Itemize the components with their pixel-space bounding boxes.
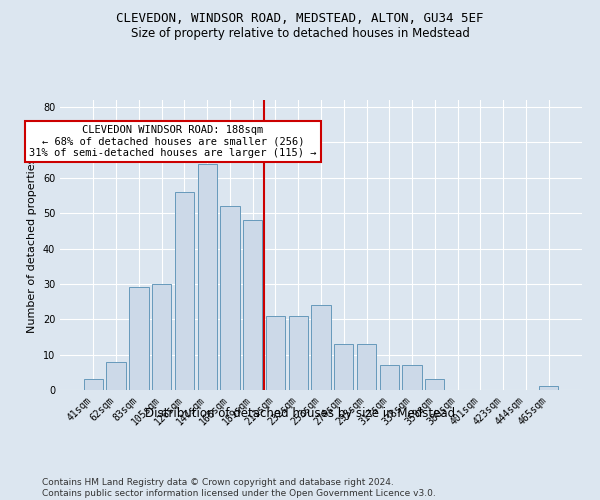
Bar — [220, 206, 239, 390]
Bar — [539, 386, 558, 390]
Bar — [129, 288, 149, 390]
Bar — [311, 305, 331, 390]
Bar — [84, 380, 103, 390]
Bar — [357, 344, 376, 390]
Bar — [175, 192, 194, 390]
Text: Contains HM Land Registry data © Crown copyright and database right 2024.
Contai: Contains HM Land Registry data © Crown c… — [42, 478, 436, 498]
Text: CLEVEDON, WINDSOR ROAD, MEDSTEAD, ALTON, GU34 5EF: CLEVEDON, WINDSOR ROAD, MEDSTEAD, ALTON,… — [116, 12, 484, 26]
Bar — [403, 365, 422, 390]
Bar — [106, 362, 126, 390]
Bar — [197, 164, 217, 390]
Bar — [152, 284, 172, 390]
Bar — [243, 220, 262, 390]
Text: Size of property relative to detached houses in Medstead: Size of property relative to detached ho… — [131, 28, 469, 40]
Bar — [334, 344, 353, 390]
Bar — [289, 316, 308, 390]
Y-axis label: Number of detached properties: Number of detached properties — [27, 158, 37, 332]
Text: Distribution of detached houses by size in Medstead: Distribution of detached houses by size … — [145, 408, 455, 420]
Bar — [425, 380, 445, 390]
Bar — [266, 316, 285, 390]
Bar — [380, 365, 399, 390]
Text: CLEVEDON WINDSOR ROAD: 188sqm
← 68% of detached houses are smaller (256)
31% of : CLEVEDON WINDSOR ROAD: 188sqm ← 68% of d… — [29, 125, 317, 158]
